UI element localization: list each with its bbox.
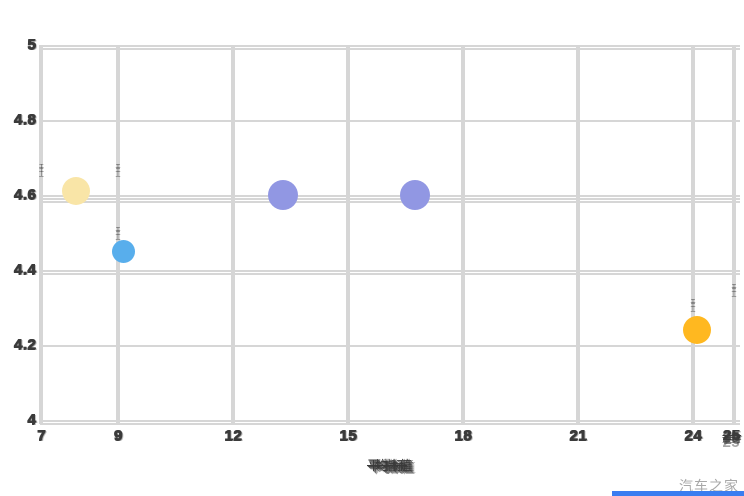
watermark-autohome: 汽车之家 [679,478,739,494]
gridline-vertical [732,45,736,424]
gridline-horizontal [40,345,740,347]
gridline-vertical [116,45,120,424]
y-tick-label: 5 [27,36,36,53]
gridline-vertical [460,45,465,424]
x-tick-label: 7 [36,427,46,444]
y-tick-label: 4 [27,411,36,428]
gridline-vertical [230,45,235,424]
y-tick-label: 4.8 [13,111,36,128]
y-tick-label: 4.2 [13,336,36,353]
data-point [112,239,136,263]
x-axis-title-text: 平均指标值 [366,458,412,473]
gridline-horizontal [40,198,740,200]
gridline-vertical [345,45,350,424]
micro-mark: 工 工 丄 [115,163,121,178]
micro-mark: 工 工 丄 [690,298,696,313]
gridline-horizontal [40,120,740,122]
gridline-horizontal [40,273,740,275]
data-point [61,177,90,206]
x-tick-label: 18 [454,427,472,444]
x-tick-label: 25 [722,427,741,444]
micro-mark: 工 工 丄 [115,227,121,242]
gridline-horizontal [40,45,740,47]
gridline-horizontal [40,270,740,272]
y-tick-label: 4.4 [13,261,36,278]
micro-mark: 工 工 丄 [731,283,737,298]
x-tick-label: 9 [113,427,123,444]
x-axis-title-text-ghost: 平均指标值 [368,460,414,475]
y-tick-label: 4.6 [13,186,36,203]
bottom-accent-bar [612,491,744,496]
gridline-vertical [39,45,44,424]
data-point [400,180,431,210]
x-tick-label: 24 [684,427,702,444]
gridline-horizontal [40,423,740,425]
gridline-horizontal [40,48,740,50]
x-axis-title: 平均指标值 平均指标值 [366,455,414,475]
gridline-horizontal [40,420,740,422]
gridline-vertical [575,45,580,424]
data-point [267,180,298,210]
x-tick-label: 12 [224,427,242,444]
gridline-vertical [690,45,695,424]
gridline-horizontal [40,201,740,203]
x-tick-label: 21 [569,427,587,444]
gridline-horizontal [40,195,740,197]
micro-mark: 工 工 丄 [38,163,44,178]
x-tick-label: 15 [339,427,357,444]
data-point [682,316,711,344]
